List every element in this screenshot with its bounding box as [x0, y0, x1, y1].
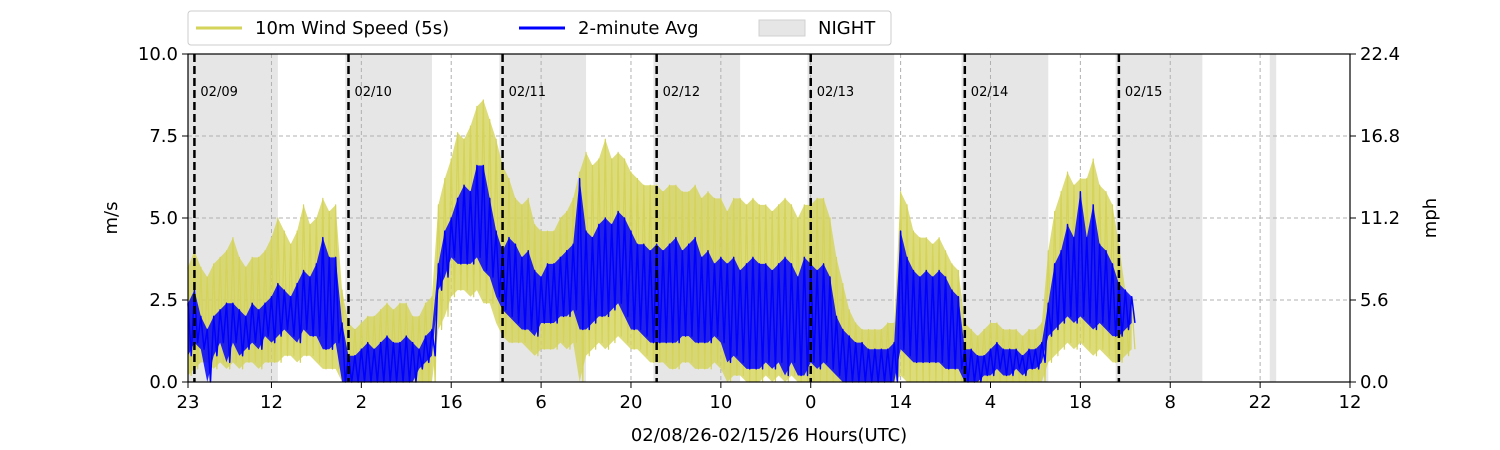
x-tick-label-4: 6 — [535, 392, 546, 413]
y-tick-label-right-2: 11.2 — [1360, 208, 1400, 229]
x-tick-label-0: 23 — [177, 392, 200, 413]
x-tick-label-11: 8 — [1165, 392, 1176, 413]
y-tick-label-right-4: 22.4 — [1360, 44, 1400, 65]
x-tick-label-3: 16 — [440, 392, 463, 413]
day-marker-label-0: 02/09 — [200, 85, 237, 100]
y-tick-label-left-3: 7.5 — [149, 126, 178, 147]
y-tick-label-right-1: 5.6 — [1360, 290, 1389, 311]
day-marker-label-4: 02/13 — [817, 85, 854, 100]
day-marker-label-3: 02/12 — [663, 85, 700, 100]
y-tick-label-right-3: 16.8 — [1360, 126, 1400, 147]
y-tick-label-right-0: 0.0 — [1360, 372, 1389, 393]
y-tick-label-left-1: 2.5 — [149, 290, 178, 311]
day-marker-label-6: 02/15 — [1125, 85, 1162, 100]
day-markers: 02/09 02/10 02/11 02/12 02/13 02/14 02/15 — [193, 54, 1162, 382]
x-tick-label-10: 18 — [1069, 392, 1092, 413]
x-tick-label-2: 2 — [356, 392, 367, 413]
x-tick-label-8: 14 — [889, 392, 912, 413]
axes: 23 12 2 16 6 20 10 0 14 4 18 8 22 120.0 0.02.5 5.65.0 11… — [138, 44, 1400, 413]
y-axis-label-right: mph — [1420, 198, 1441, 238]
legend-label-0: 10m Wind Speed (5s) — [255, 18, 449, 39]
night-band-5 — [961, 54, 1049, 382]
series-layer — [187, 99, 1136, 383]
night-band-7 — [1269, 54, 1277, 382]
series-1-line — [187, 164, 1136, 383]
x-tick-label-9: 4 — [985, 392, 996, 413]
x-tick-label-13: 12 — [1339, 392, 1362, 413]
x-tick-label-12: 22 — [1249, 392, 1272, 413]
x-tick-label-1: 12 — [260, 392, 283, 413]
y-tick-label-left-2: 5.0 — [149, 208, 178, 229]
legend-label-2: NIGHT — [818, 18, 876, 39]
x-tick-label-6: 10 — [709, 392, 732, 413]
legend-label-1: 2-minute Avg — [578, 18, 699, 39]
y-tick-label-left-0: 0.0 — [149, 372, 178, 393]
day-marker-label-1: 02/10 — [354, 85, 391, 100]
day-marker-label-5: 02/14 — [971, 85, 1008, 100]
legend-swatch-2 — [758, 19, 806, 37]
x-tick-label-7: 0 — [805, 392, 816, 413]
y-axis-label-left: m/s — [101, 202, 122, 235]
series-0-envelope — [188, 99, 1132, 383]
x-axis-label: 02/08/26-02/15/26 Hours(UTC) — [631, 425, 907, 446]
series-1-envelope — [188, 165, 1132, 382]
legend: 10m Wind Speed (5s) 2-minute Avg NIGHT — [187, 10, 892, 46]
day-marker-label-2: 02/11 — [509, 85, 546, 100]
y-tick-label-left-4: 10.0 — [138, 44, 178, 65]
x-tick-label-5: 20 — [620, 392, 643, 413]
